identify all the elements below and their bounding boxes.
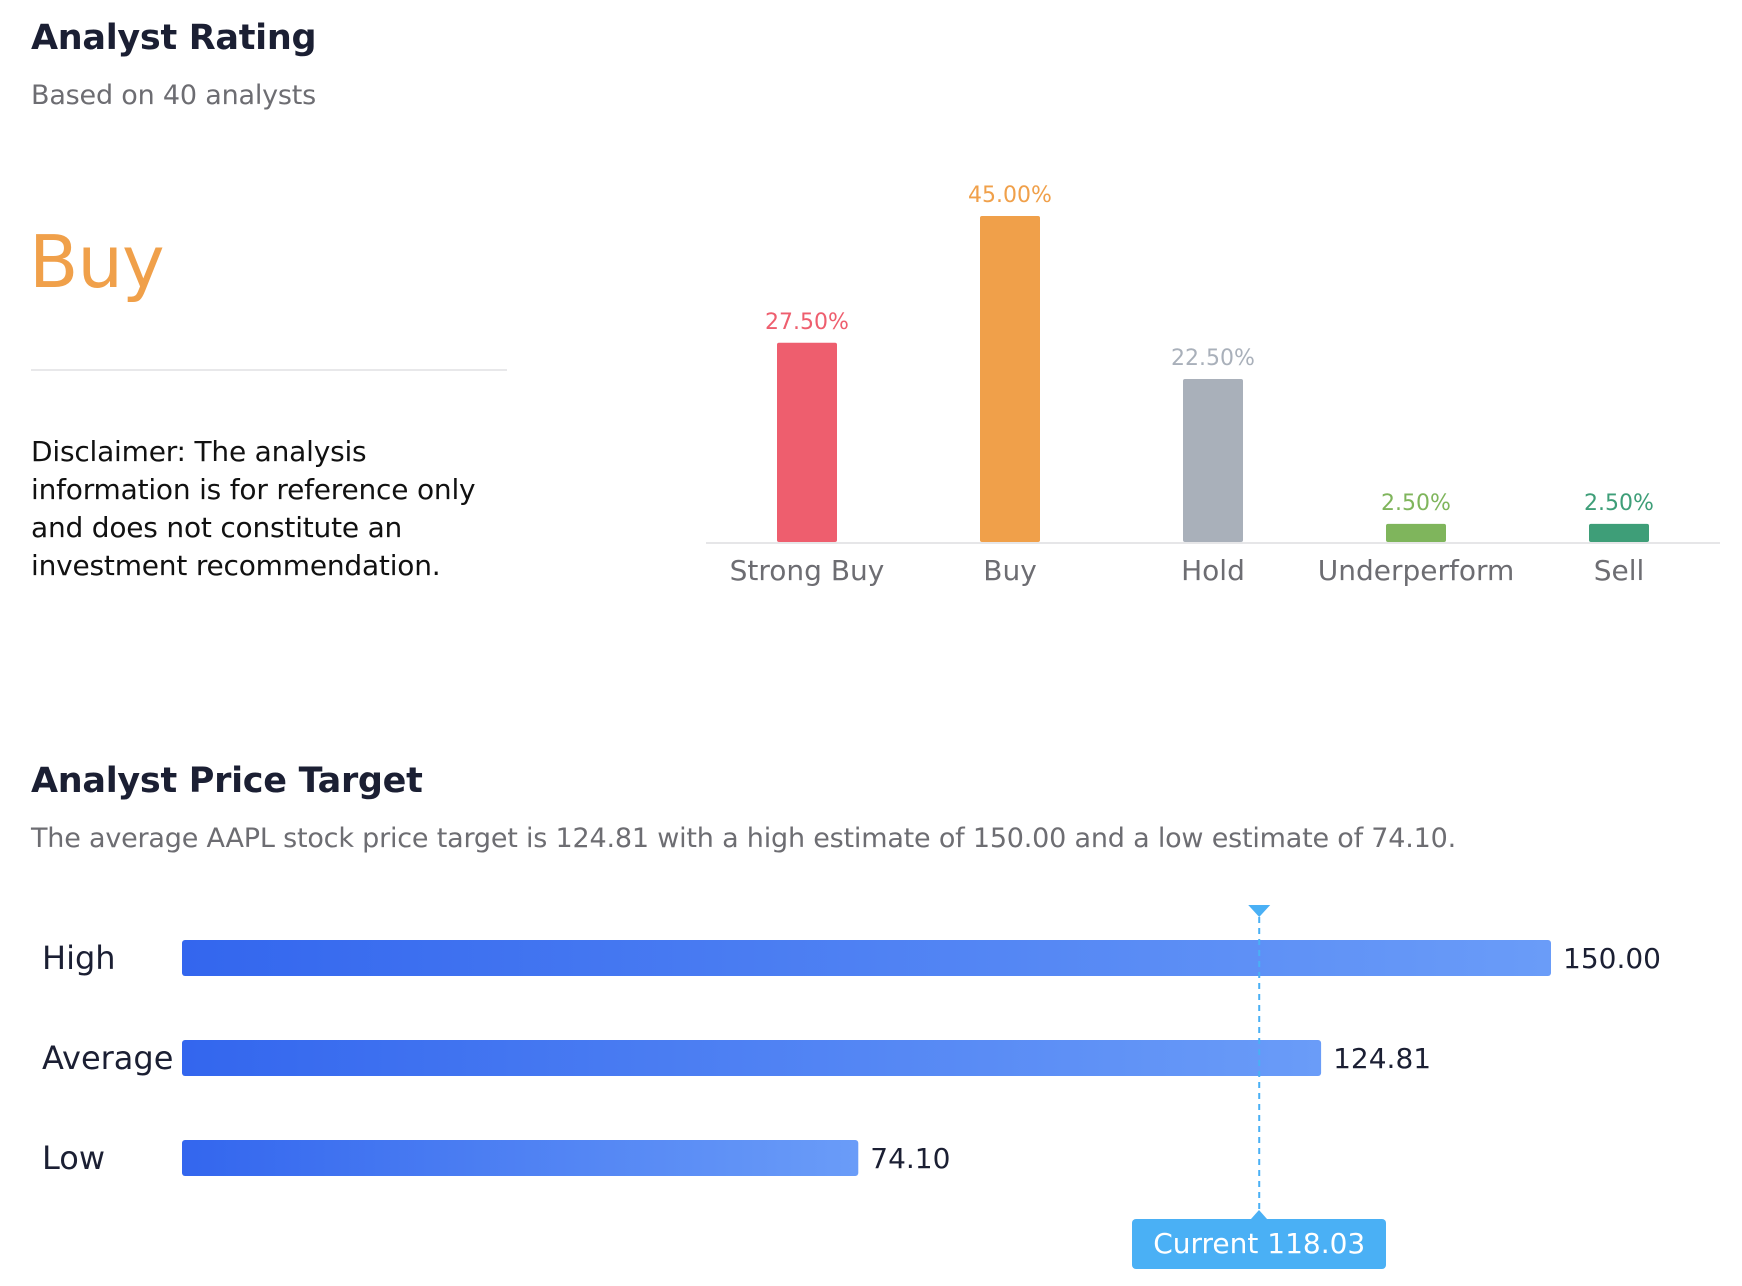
bar-hold	[1183, 379, 1243, 542]
category-label-hold: Hold	[1181, 554, 1245, 587]
bar-strong-buy	[777, 342, 837, 542]
target-value-low: 74.10	[870, 1142, 950, 1175]
bar-value-strong-buy: 27.50%	[765, 310, 849, 335]
target-label-average: Average	[42, 1039, 173, 1077]
price-target-description: The average AAPL stock price target is 1…	[31, 823, 1456, 854]
target-bar-low	[182, 1140, 859, 1176]
current-price-pointer	[1248, 905, 1271, 917]
bar-value-hold: 22.50%	[1171, 346, 1255, 371]
target-value-average: 124.81	[1333, 1042, 1431, 1075]
bar-buy	[980, 216, 1040, 542]
target-label-low: Low	[42, 1139, 105, 1177]
bar-value-underperform: 2.50%	[1381, 491, 1451, 516]
bar-underperform	[1386, 523, 1446, 542]
category-label-strong-buy: Strong Buy	[730, 554, 885, 587]
category-label-sell: Sell	[1594, 554, 1645, 587]
price-target-chart: High 150.00 Average 124.81 Low 74.10	[42, 905, 1661, 1209]
category-label-buy: Buy	[983, 554, 1037, 587]
disclaimer-text: Disclaimer: The analysis information is …	[31, 435, 476, 582]
current-price-badge: Current 118.03	[1132, 1219, 1387, 1269]
target-value-high: 150.00	[1563, 942, 1661, 975]
rating-bar-chart: 27.50% Strong Buy 45.00% Buy 22.50% Hold 2.50%…	[706, 183, 1720, 587]
bar-value-buy: 45.00%	[968, 183, 1052, 208]
price-target-title: Analyst Price Target	[31, 761, 423, 801]
current-price-caret	[1251, 1210, 1268, 1219]
consensus-rating: Buy	[29, 220, 165, 304]
rating-subtitle: Based on 40 analysts	[31, 80, 317, 111]
target-label-high: High	[42, 939, 116, 977]
bar-value-sell: 2.50%	[1584, 491, 1654, 516]
target-bar-high	[182, 940, 1551, 976]
rating-title: Analyst Rating	[31, 18, 317, 58]
target-bar-average	[182, 1040, 1322, 1076]
rating-divider	[31, 369, 507, 371]
category-label-underperform: Underperform	[1318, 554, 1515, 587]
bar-sell	[1589, 523, 1649, 542]
